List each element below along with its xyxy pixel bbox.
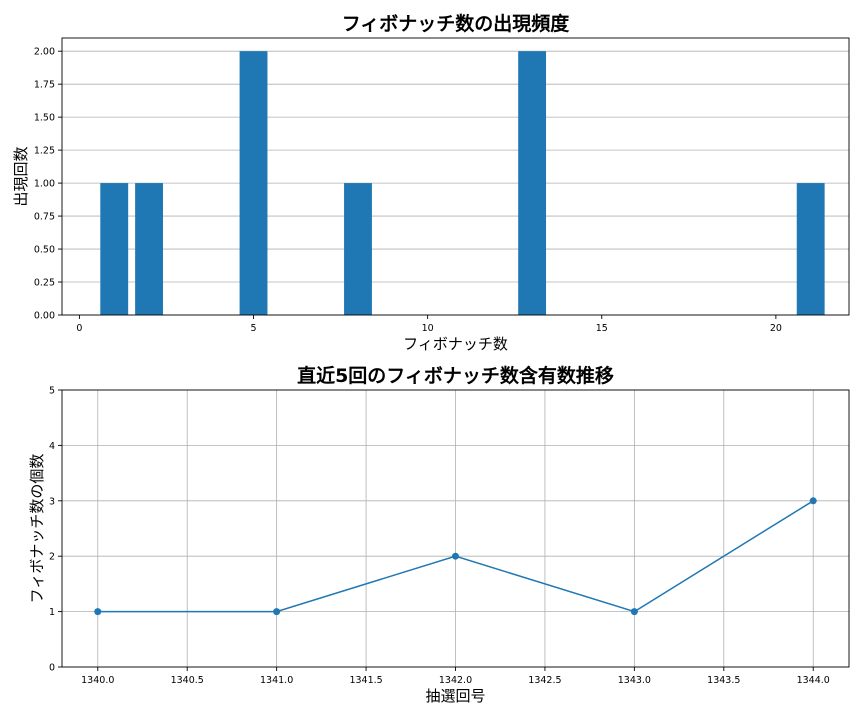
y-tick-label: 0.00 (34, 311, 55, 322)
point-1341 (273, 608, 281, 616)
bar-chart-y-axis-label: 出現回数 (12, 146, 30, 206)
y-tick-label: 3 (49, 496, 55, 507)
point-1342 (452, 552, 459, 560)
x-tick-label: 1340.5 (171, 675, 204, 686)
x-tick-label: 1343.0 (618, 675, 651, 686)
bar-21 (796, 183, 825, 315)
y-tick-label: 1.25 (34, 146, 55, 157)
x-tick-label: 1342.0 (439, 675, 472, 686)
x-tick-label: 0 (76, 323, 82, 334)
line-chart: 1340.0 1340.5 1341.0 1341.5 1342.0 1342.5 1343… (28, 364, 850, 705)
x-tick-label: 5 (251, 323, 257, 334)
line-chart-y-axis-label: フィボナッチ数の個数 (28, 454, 46, 604)
x-tick-label: 1340.0 (81, 675, 114, 686)
x-tick-label: 1341.0 (260, 675, 293, 686)
bar-chart: 0 5 10 15 20 0.00 0.25 0.50 0.75 1.00 1.25 1.50 1.7… (12, 12, 850, 353)
x-tick-label: 10 (422, 323, 434, 334)
y-tick-label: 1.00 (34, 179, 55, 190)
bar-chart-y-ticks: 0.00 0.25 0.50 0.75 1.00 1.25 1.50 1.75 2.00 (34, 47, 62, 322)
bar-chart-x-axis-label: フィボナッチ数 (403, 335, 508, 353)
x-tick-label: 1343.5 (707, 675, 740, 686)
line-chart-points (94, 497, 817, 616)
y-tick-label: 0.50 (34, 245, 55, 256)
x-tick-label: 15 (596, 323, 608, 334)
bar-5 (239, 51, 268, 315)
x-tick-label: 1344.0 (797, 675, 830, 686)
line-chart-grid (62, 389, 849, 668)
line-chart-x-ticks: 1340.0 1340.5 1341.0 1341.5 1342.0 1342.5 1343… (81, 667, 830, 686)
line-chart-x-axis-label: 抽選回号 (425, 687, 485, 705)
y-tick-label: 1 (49, 607, 55, 618)
y-tick-label: 2.00 (34, 47, 55, 58)
y-tick-label: 1.50 (34, 113, 55, 124)
y-tick-label: 5 (49, 386, 55, 397)
line-chart-title: 直近5回のフィボナッチ数含有数推移 (297, 364, 614, 387)
line-chart-y-ticks: 0 1 2 3 4 5 (49, 386, 62, 674)
y-tick-label: 1.75 (34, 80, 55, 91)
bar-chart-bars (100, 51, 825, 315)
point-1340 (94, 608, 102, 616)
y-tick-label: 0 (49, 663, 55, 674)
y-tick-label: 2 (49, 552, 55, 563)
x-tick-label: 20 (770, 323, 782, 334)
bar-chart-frame (61, 37, 850, 316)
y-tick-label: 0.25 (34, 278, 55, 289)
bar-8 (344, 183, 372, 315)
x-tick-label: 1341.5 (349, 675, 382, 686)
point-1343 (630, 608, 638, 616)
bar-chart-grid (62, 50, 849, 316)
point-1344 (809, 497, 817, 505)
bar-2 (135, 183, 163, 315)
bar-13 (518, 51, 547, 315)
y-tick-label: 0.75 (34, 212, 55, 223)
bar-1 (100, 183, 129, 315)
bar-chart-x-ticks: 0 5 10 15 20 (76, 315, 782, 334)
y-tick-label: 4 (49, 441, 55, 452)
x-tick-label: 1342.5 (528, 675, 561, 686)
bar-chart-title: フィボナッチ数の出現頻度 (342, 12, 571, 35)
